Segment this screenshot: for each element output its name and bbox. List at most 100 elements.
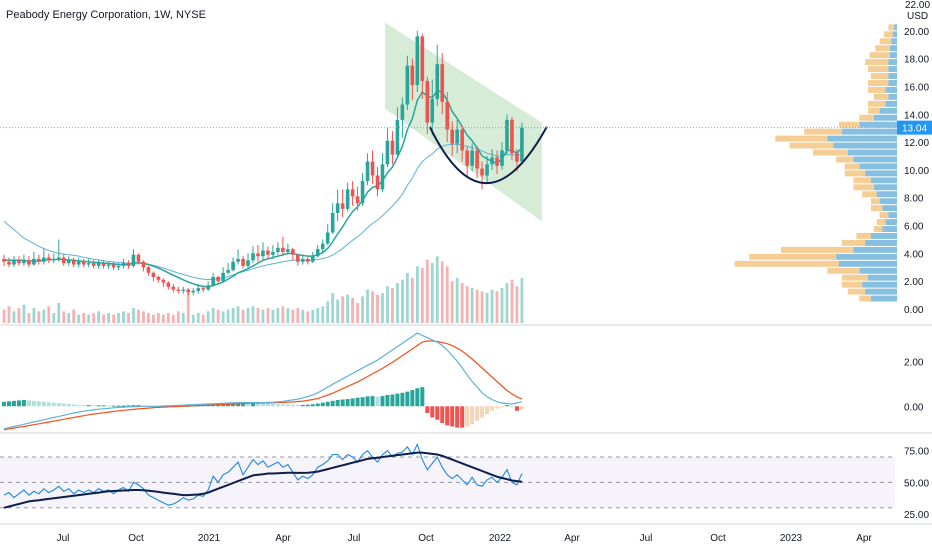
candle-body — [370, 161, 375, 176]
volume-bar — [425, 259, 429, 323]
candle-body — [450, 129, 454, 144]
volume-bar — [181, 313, 185, 323]
candle-body — [296, 254, 300, 262]
price-tick-label: 12.00 — [904, 138, 929, 149]
volume-profile-up-bar — [882, 226, 897, 232]
candle-body — [470, 150, 474, 166]
volume-profile-down-bar — [868, 80, 889, 86]
volume-profile-down-bar — [873, 93, 889, 100]
price-tick-label: 16.00 — [904, 82, 929, 93]
macd-histogram-bar — [430, 406, 435, 418]
volume-bar — [396, 283, 399, 323]
candle-body — [365, 161, 370, 182]
macd-histogram-bar — [455, 406, 460, 428]
macd-histogram-bar — [375, 396, 380, 407]
macd-histogram-bar — [445, 406, 450, 426]
volume-bar — [376, 294, 379, 323]
candle-body — [455, 129, 459, 144]
candle-body — [510, 119, 514, 154]
candle-body — [27, 260, 31, 265]
volume-bar — [326, 301, 330, 323]
volume-profile-down-bar — [775, 135, 828, 142]
candle-body — [485, 164, 489, 176]
volume-profile-up-bar — [862, 281, 897, 288]
candle-body — [196, 288, 201, 291]
volume-bar — [107, 313, 110, 323]
volume-profile-down-bar — [734, 260, 839, 267]
volume-profile-up-bar — [888, 73, 897, 79]
volume-profile-down-bar — [879, 38, 892, 45]
candle-body — [56, 257, 61, 259]
volume-bar — [346, 294, 350, 323]
macd-histogram-bar — [504, 405, 509, 407]
macd-histogram-bar — [320, 402, 325, 407]
volume-bar — [301, 309, 305, 323]
candle-body — [241, 258, 245, 266]
volume-profile-down-bar — [844, 170, 866, 177]
volume-profile-down-bar — [875, 45, 890, 52]
volume-profile-up-bar — [853, 246, 897, 253]
volume-bar — [82, 313, 86, 323]
time-tick-label: Oct — [128, 533, 144, 544]
volume-bar — [271, 309, 275, 323]
candle-body — [375, 175, 380, 190]
volume-profile-down-bar — [841, 281, 863, 288]
macd-histogram-bar — [101, 405, 106, 407]
candle-body — [66, 260, 71, 264]
volume-bar — [161, 314, 165, 323]
volume-bar — [32, 308, 36, 323]
macd-histogram-bar — [36, 401, 41, 407]
volume-bar — [132, 308, 135, 323]
volume-profile-down-bar — [847, 288, 866, 295]
candle-body — [76, 261, 81, 265]
volume-profile-up-bar — [888, 80, 897, 86]
volume-profile-up-bar — [885, 100, 897, 107]
macd-histogram-bar — [96, 405, 101, 407]
price-tick-label: 10.00 — [904, 166, 929, 177]
macd-histogram-bar — [514, 406, 519, 411]
macd-histogram-bar — [380, 396, 385, 407]
candle-body — [136, 254, 141, 262]
candle-body — [211, 277, 215, 286]
volume-bar — [410, 278, 414, 323]
candle-body — [460, 129, 464, 151]
volume-bar — [306, 311, 310, 323]
volume-bar — [211, 308, 215, 323]
volume-bar — [276, 308, 280, 323]
volume-profile-up-bar — [841, 128, 897, 135]
price-tick-label: 0.00 — [904, 305, 924, 316]
volume-bar — [62, 311, 66, 323]
macd-histogram-bar — [280, 404, 285, 407]
candle-body — [191, 290, 196, 293]
candle-body — [340, 203, 345, 209]
macd-histogram-bar — [41, 401, 46, 407]
macd-histogram-bar — [355, 397, 360, 407]
candle-body — [430, 98, 435, 123]
candle-body — [116, 265, 121, 268]
volume-bar — [386, 286, 389, 323]
volume-profile-down-bar — [870, 73, 889, 79]
volume-bar — [316, 308, 320, 323]
time-tick-label: 2023 — [780, 533, 803, 544]
volume-profile-down-bar — [870, 205, 883, 212]
candle-body — [276, 247, 280, 252]
macd-histogram-bar — [360, 397, 365, 407]
macd-histogram-bar — [490, 406, 495, 411]
macd-tick-label: 0.00 — [904, 402, 924, 413]
volume-bar — [251, 306, 255, 323]
candle-body — [490, 157, 494, 165]
volume-profile-up-bar — [870, 177, 897, 184]
candle-body — [256, 253, 260, 257]
volume-profile-down-bar — [827, 267, 860, 274]
candle-body — [495, 157, 499, 166]
macd-histogram-bar — [450, 406, 455, 427]
volume-profile-up-bar — [882, 205, 897, 212]
volume-bar — [455, 278, 459, 323]
candle-body — [201, 288, 205, 290]
volume-bar — [137, 309, 140, 323]
volume-bar — [281, 306, 285, 323]
candle-body — [475, 150, 479, 169]
volume-bar — [336, 299, 340, 323]
